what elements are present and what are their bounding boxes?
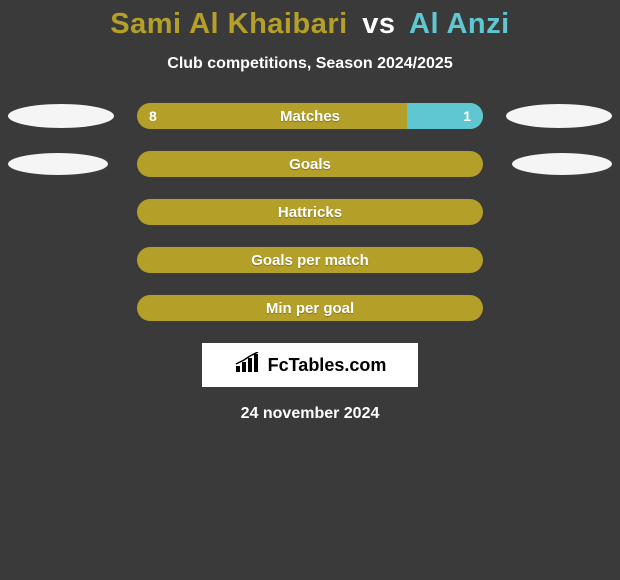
date-text: 24 november 2024 <box>0 405 620 423</box>
stat-label: Min per goal <box>266 300 354 317</box>
vs-text: vs <box>362 8 395 40</box>
comparison-title: Sami Al Khaibari vs Al Anzi <box>0 0 620 41</box>
player1-oval <box>8 104 114 128</box>
stat-rows: Matches 8 1 Goals Hattricks Goals per match Mi… <box>0 103 620 321</box>
stat-bar: Hattricks <box>137 199 483 225</box>
player1-oval <box>8 153 108 175</box>
stat-bar: Goals <box>137 151 483 177</box>
stat-label: Hattricks <box>278 204 342 221</box>
stat-row: Goals per match <box>0 247 620 273</box>
stat-label: Matches <box>280 108 340 125</box>
stat-bar: Min per goal <box>137 295 483 321</box>
logo-text: FcTables.com <box>268 355 387 376</box>
right-value: 1 <box>463 108 471 124</box>
player2-name: Al Anzi <box>409 8 510 40</box>
stat-row: Hattricks <box>0 199 620 225</box>
stat-row: Matches 8 1 <box>0 103 620 129</box>
logo-chart-icon <box>234 352 262 379</box>
stat-bar: Matches 8 1 <box>137 103 483 129</box>
player2-oval <box>512 153 612 175</box>
subtitle: Club competitions, Season 2024/2025 <box>0 55 620 73</box>
stat-label: Goals <box>289 156 331 173</box>
player1-name: Sami Al Khaibari <box>110 8 347 40</box>
left-value: 8 <box>149 108 157 124</box>
bar-right-segment <box>407 103 483 129</box>
stat-row: Min per goal <box>0 295 620 321</box>
player2-oval <box>506 104 612 128</box>
logo-box: FcTables.com <box>202 343 418 387</box>
stat-row: Goals <box>0 151 620 177</box>
stat-label: Goals per match <box>251 252 369 269</box>
stat-bar: Goals per match <box>137 247 483 273</box>
